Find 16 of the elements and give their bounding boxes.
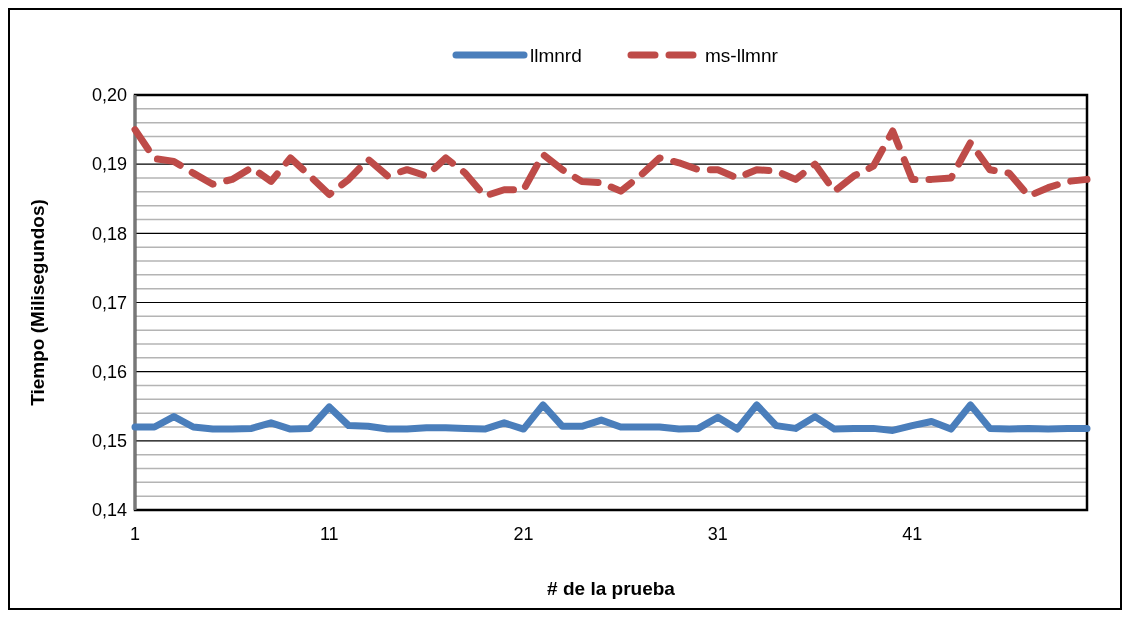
x-tick-label: 1 <box>129 524 141 544</box>
y-tick-label: 0,14 <box>91 500 127 521</box>
y-tick-label: 0,17 <box>91 292 127 313</box>
y-axis-title: Tiempo (Milisegundos) <box>27 199 48 406</box>
x-axis-title: # de la prueba <box>547 578 676 599</box>
x-tick-label: 41 <box>902 524 923 544</box>
legend-label: ms-llmnr <box>705 44 779 66</box>
y-tick-label: 0,20 <box>91 85 127 106</box>
x-tick-label: 21 <box>513 524 534 544</box>
legend-label: llmnrd <box>530 44 582 66</box>
y-tick-label: 0,16 <box>91 361 127 382</box>
y-tick-label: 0,18 <box>91 223 127 244</box>
y-tick-label: 0,19 <box>91 154 127 175</box>
x-tick-label: 11 <box>319 524 339 544</box>
x-tick-label: 31 <box>707 524 728 544</box>
y-tick-label: 0,15 <box>91 431 127 452</box>
